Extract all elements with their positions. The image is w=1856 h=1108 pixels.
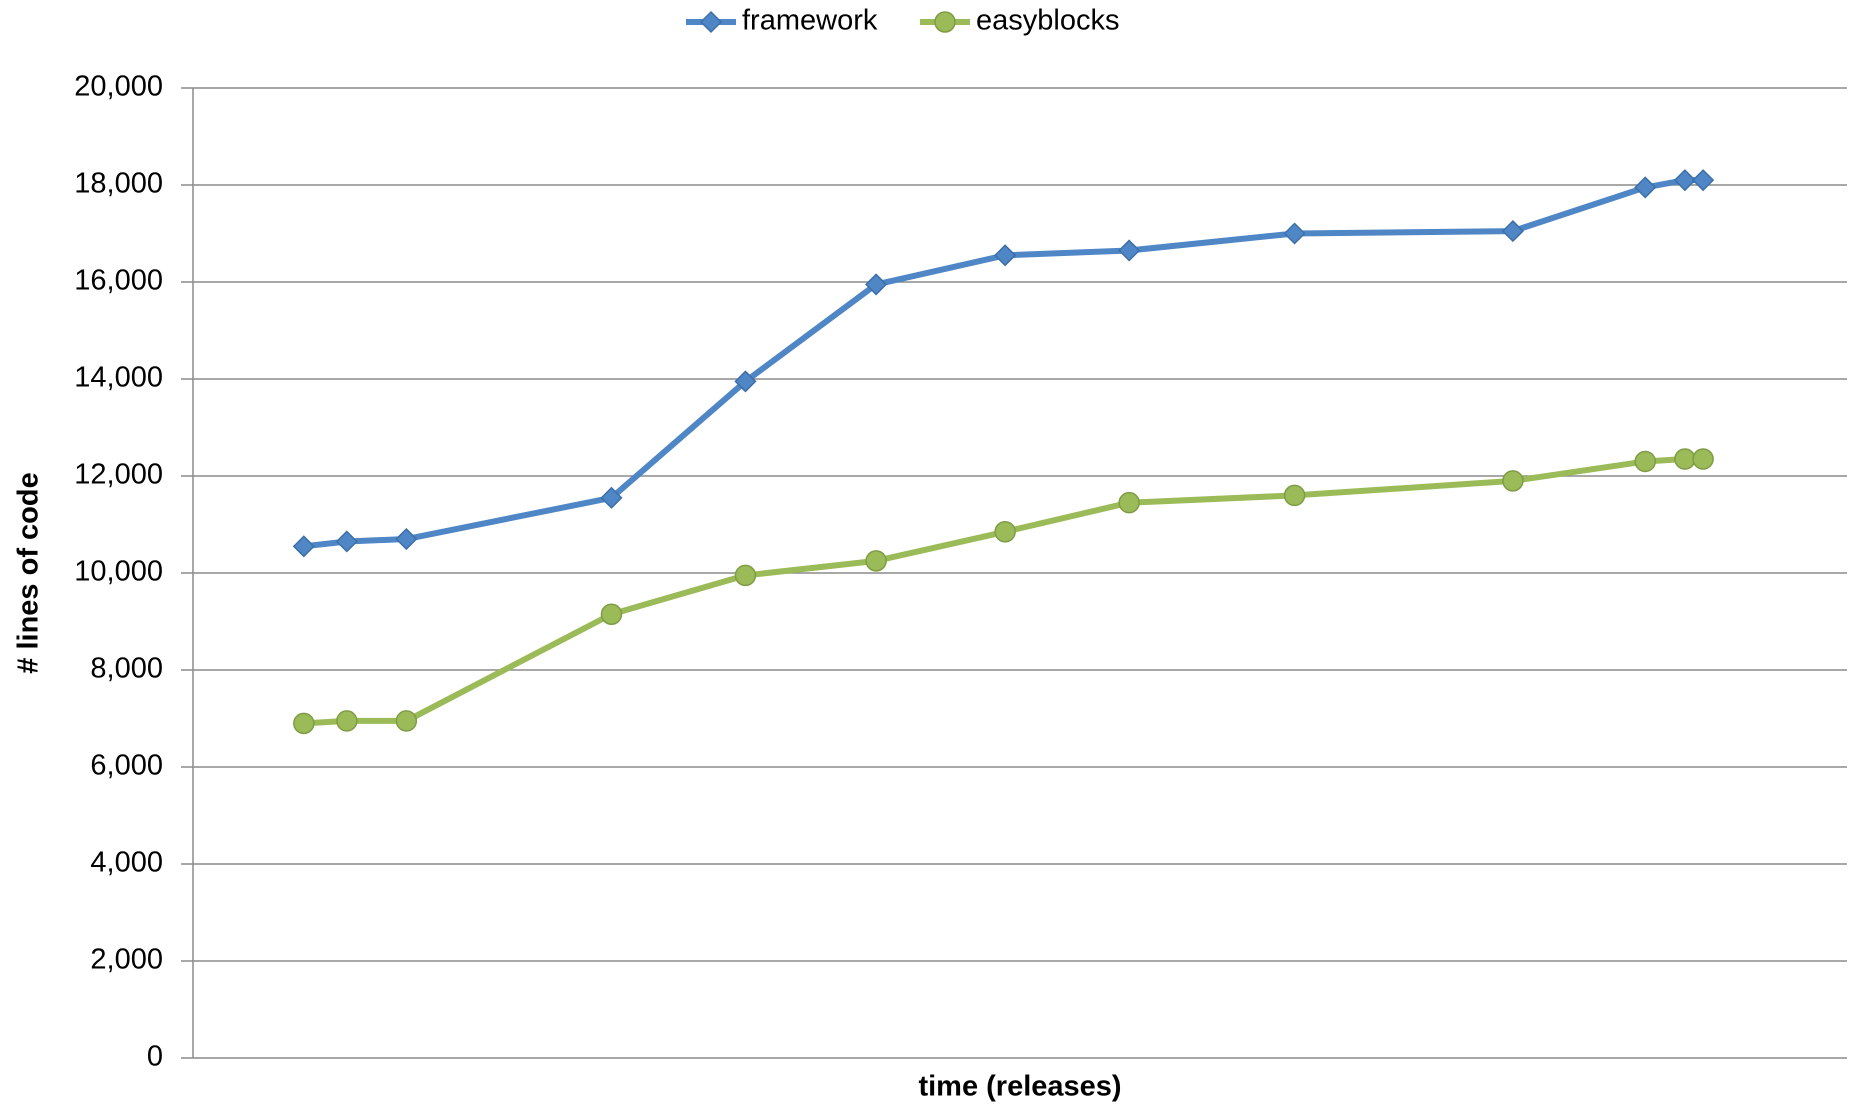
- data-point: [995, 522, 1015, 542]
- data-point: [1675, 170, 1695, 190]
- x-axis-title: time (releases): [918, 1071, 1121, 1103]
- series-line: [304, 180, 1703, 546]
- data-point: [1693, 170, 1713, 190]
- y-tick-label: 6,000: [90, 750, 163, 782]
- data-point: [1675, 449, 1695, 469]
- y-tick-label: 4,000: [90, 847, 163, 879]
- data-point: [1119, 240, 1139, 260]
- legend-label: easyblocks: [976, 5, 1119, 37]
- data-point: [1285, 485, 1305, 505]
- data-point: [866, 551, 886, 571]
- data-point: [396, 711, 416, 731]
- data-point: [294, 713, 314, 733]
- data-point: [1635, 451, 1655, 471]
- y-tick-label: 20,000: [74, 71, 163, 103]
- data-point: [337, 711, 357, 731]
- data-point: [735, 565, 755, 585]
- chart: time (releases) # lines of code 0 2,000 4,…: [0, 0, 1856, 1108]
- data-point: [1503, 221, 1523, 241]
- y-tick-label: 18,000: [74, 168, 163, 200]
- data-point: [1693, 449, 1713, 469]
- data-point: [1285, 224, 1305, 244]
- y-tick-label: 14,000: [74, 362, 163, 394]
- data-point: [1635, 177, 1655, 197]
- data-point: [294, 536, 314, 556]
- series-line: [304, 459, 1703, 723]
- y-tick-label: 10,000: [74, 556, 163, 588]
- data-point: [601, 604, 621, 624]
- legend-label: framework: [742, 5, 878, 37]
- y-tick-label: 2,000: [90, 944, 163, 976]
- data-point: [396, 529, 416, 549]
- y-tick-label: 8,000: [90, 653, 163, 685]
- data-point: [1119, 493, 1139, 513]
- y-axis-title: # lines of code: [13, 472, 45, 673]
- legend-marker: [701, 12, 721, 32]
- y-tick-label: 0: [147, 1041, 163, 1073]
- data-point: [1503, 471, 1523, 491]
- y-tick-label: 12,000: [74, 459, 163, 491]
- data-point: [995, 245, 1015, 265]
- y-tick-label: 16,000: [74, 265, 163, 297]
- legend-marker: [935, 12, 955, 32]
- data-point: [337, 531, 357, 551]
